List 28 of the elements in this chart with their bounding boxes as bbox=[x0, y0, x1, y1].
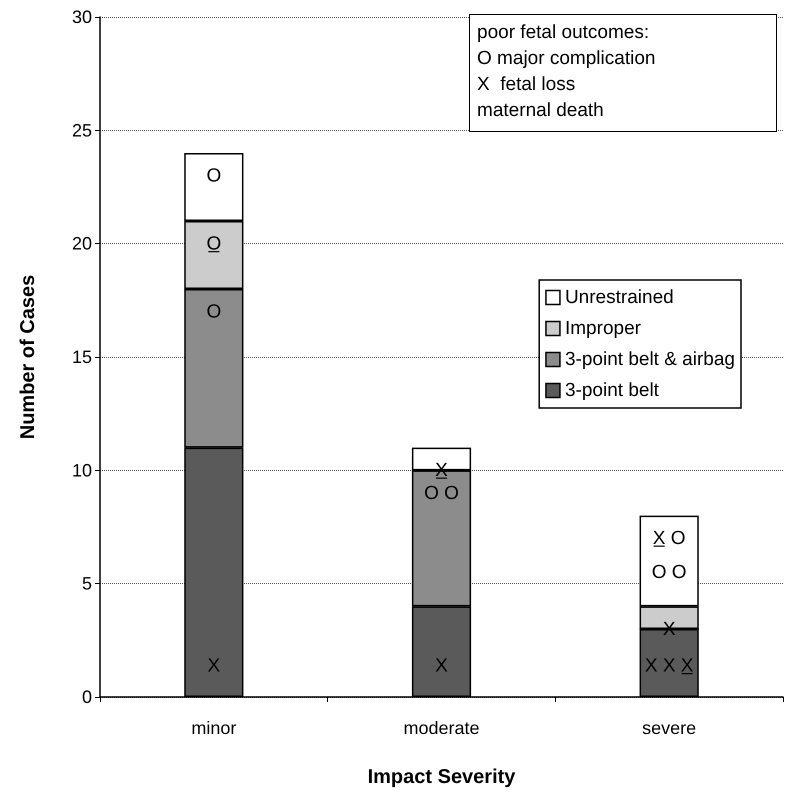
annotation: O bbox=[206, 166, 222, 186]
annotation: maternal death bbox=[477, 99, 605, 123]
annotation: O̲ bbox=[206, 234, 222, 254]
annotation: O bbox=[206, 302, 222, 322]
y-tick-label: 25 bbox=[72, 120, 92, 140]
x-tick-label: minor bbox=[191, 718, 236, 738]
annotation: X bbox=[435, 656, 448, 676]
y-tick-label: 30 bbox=[72, 7, 92, 27]
annotation: X bbox=[207, 656, 220, 676]
y-tick-label: 10 bbox=[72, 460, 92, 480]
legend-label: 3-point belt & airbag bbox=[564, 349, 736, 370]
y-tick-label: 0 bbox=[82, 687, 92, 707]
legend-label: Improper bbox=[564, 318, 642, 339]
annotation: O major complication bbox=[477, 47, 656, 71]
annotation: X̲ O O O bbox=[652, 528, 687, 584]
x-tick-label: moderate bbox=[403, 718, 480, 738]
y-tick-label: 5 bbox=[82, 574, 92, 594]
x-axis-title: Impact Severity bbox=[368, 766, 516, 788]
legend-label: 3-point belt bbox=[564, 380, 660, 401]
annotation: X X X̲ bbox=[644, 656, 694, 676]
x-tick-label: severe bbox=[642, 718, 696, 738]
y-axis-title: Number of Cases bbox=[17, 274, 39, 440]
legend-label: Unrestrained bbox=[564, 287, 674, 308]
y-tick-label: 20 bbox=[72, 234, 92, 254]
annotation: O O bbox=[424, 482, 459, 504]
y-tick-label: 15 bbox=[72, 347, 92, 367]
annotation: poor fetal outcomes: bbox=[477, 21, 650, 45]
annotation: X fetal loss bbox=[477, 73, 576, 97]
